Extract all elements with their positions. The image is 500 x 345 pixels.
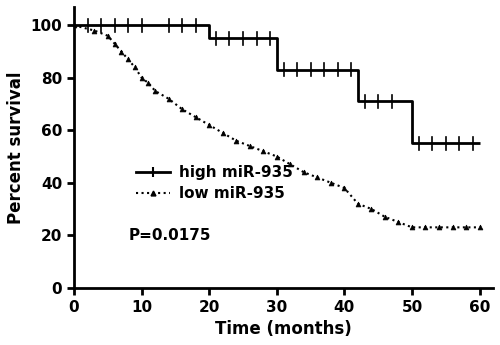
- Text: P=0.0175: P=0.0175: [128, 228, 211, 243]
- Y-axis label: Percent survival: Percent survival: [7, 71, 25, 224]
- Legend: high miR-935, low miR-935: high miR-935, low miR-935: [136, 165, 293, 201]
- X-axis label: Time (months): Time (months): [215, 320, 352, 338]
